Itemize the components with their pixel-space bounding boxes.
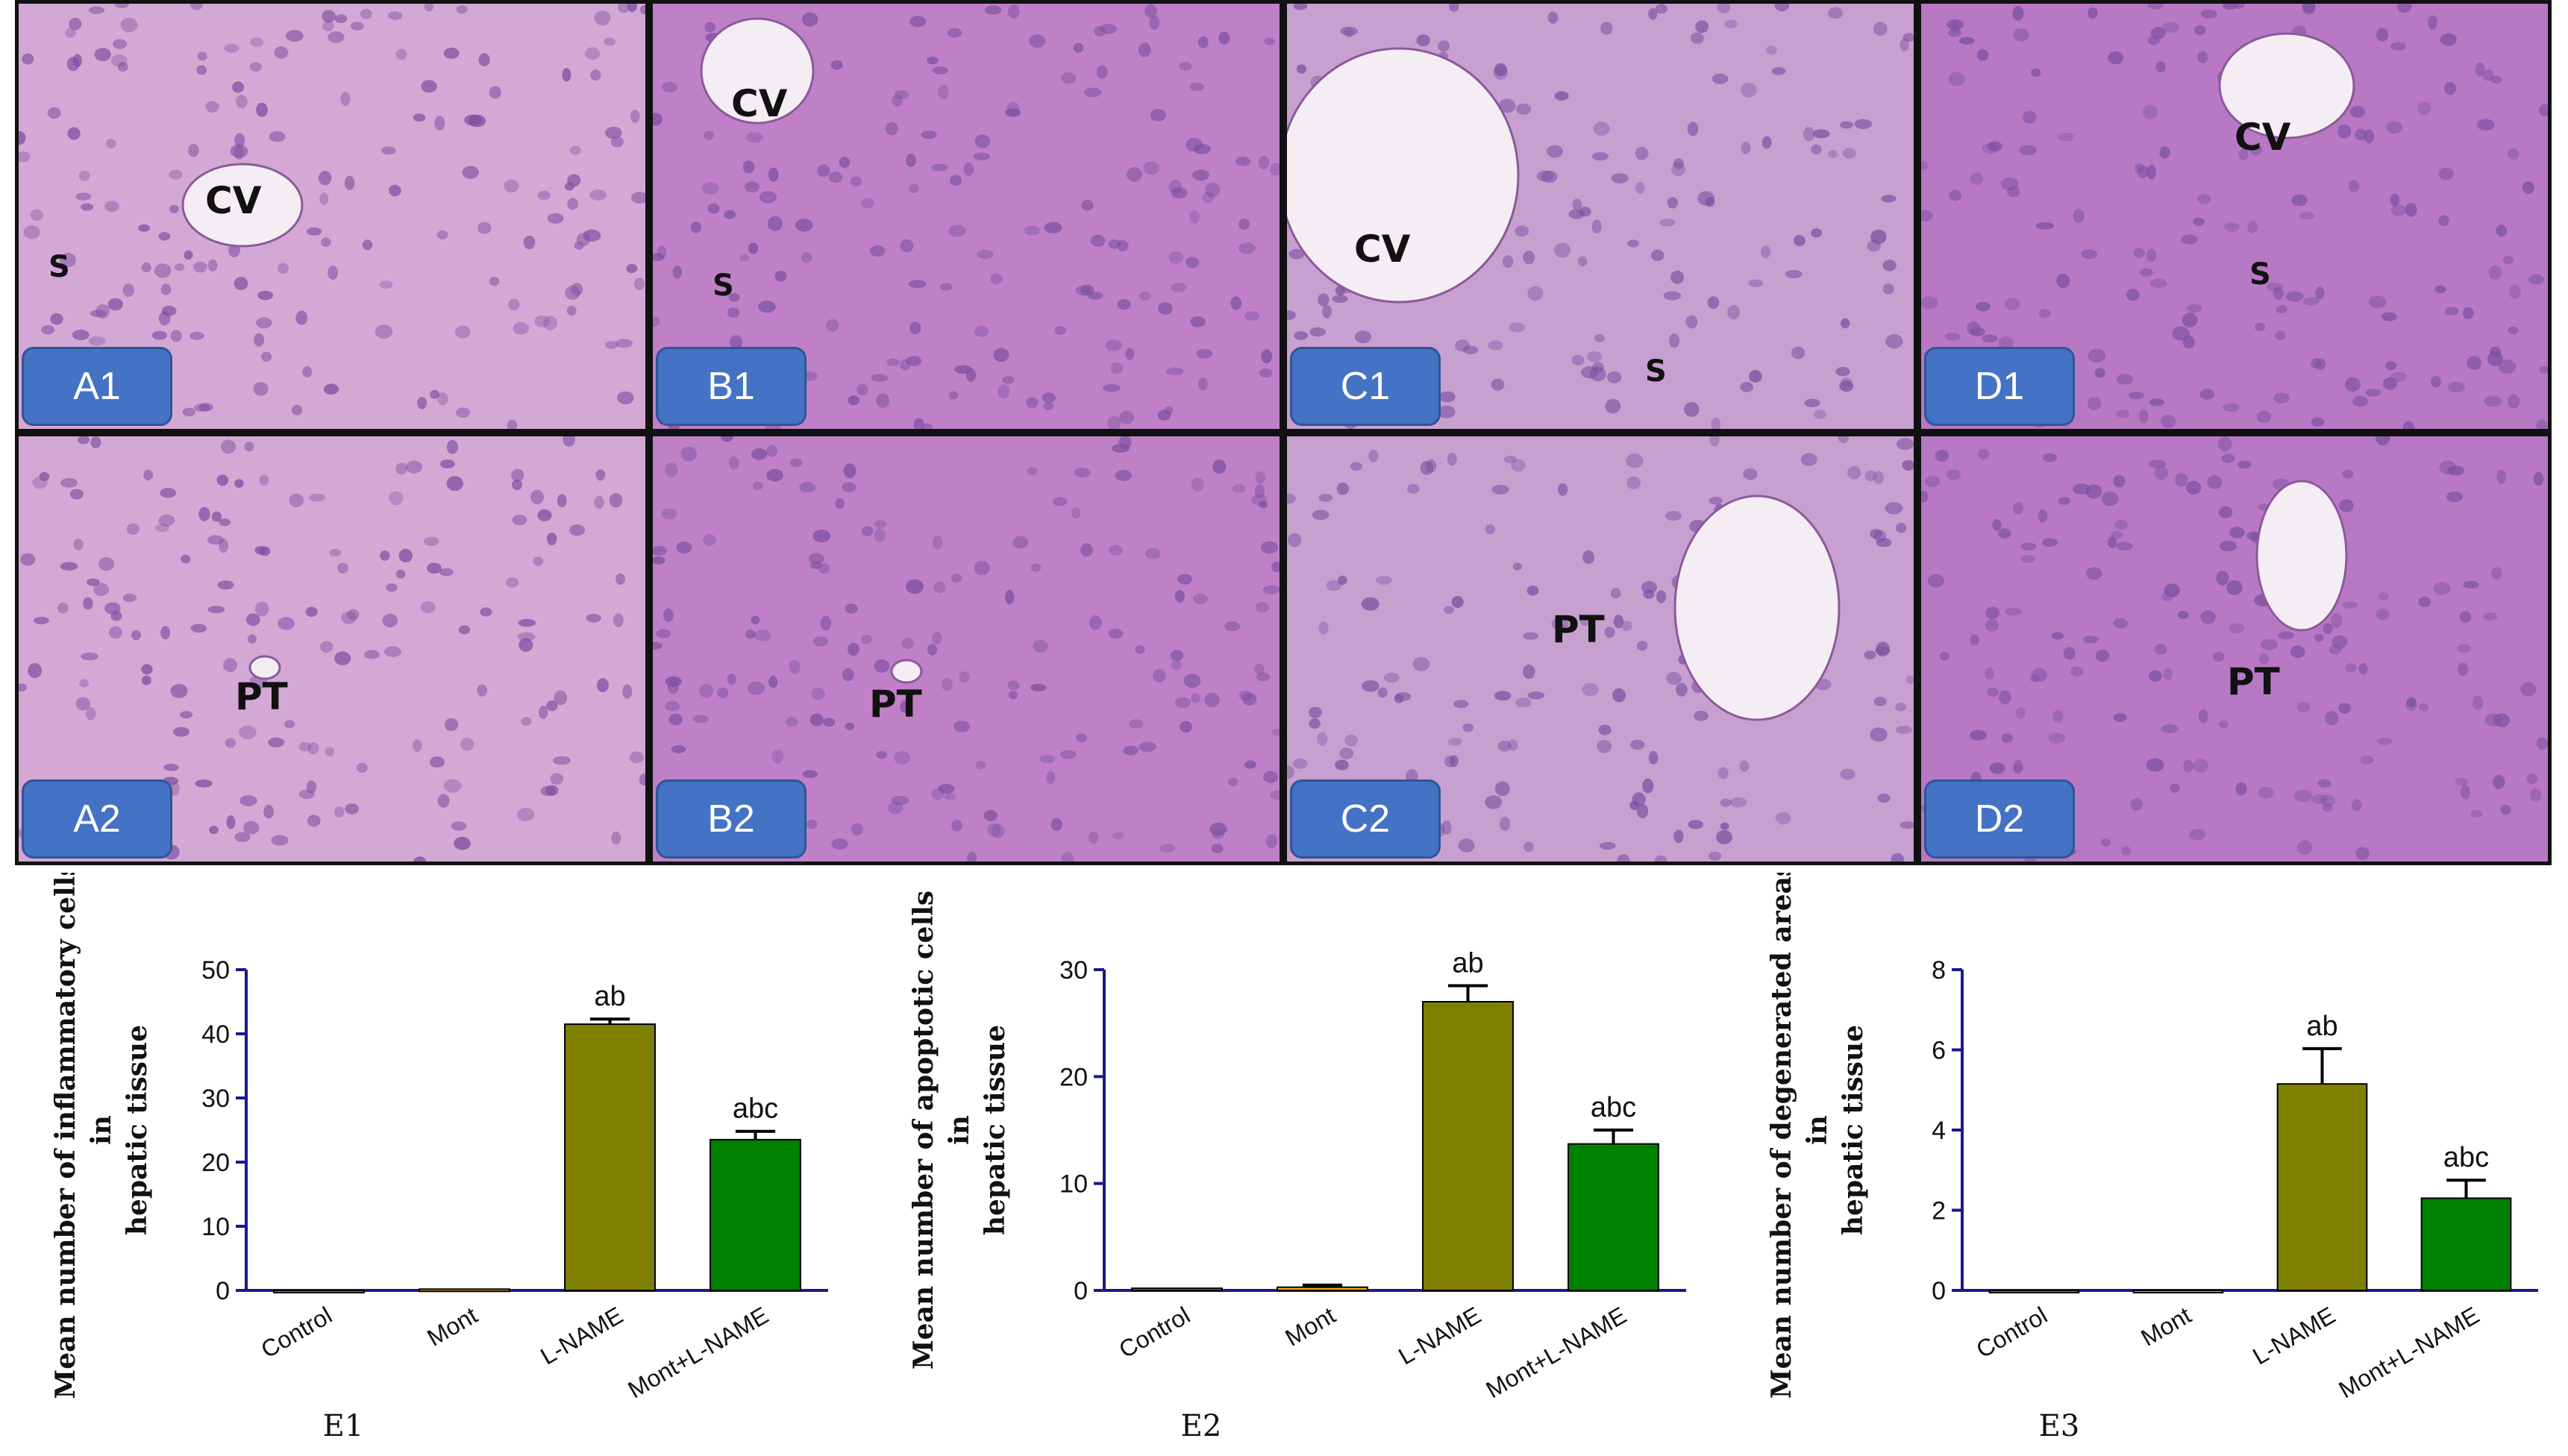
y-tick-label: 30 [1059,956,1088,985]
annotation-pt: PT [2227,660,2280,703]
category-label: Control [257,1302,336,1364]
bar [1988,1290,2080,1293]
y-tick-label: 20 [201,1149,230,1177]
micrograph-panel-c2: PT C2 [1287,436,1914,862]
y-axis-label: in [944,1115,975,1145]
bar [2420,1197,2512,1291]
panel-tag: D1 [1924,347,2075,426]
annotation-pt: PT [235,675,288,718]
micrograph-panel-a2: PT A2 [19,436,645,862]
y-tick-label: 30 [201,1085,230,1113]
y-tick-label: 8 [1932,956,1946,985]
micrograph-panel-b1: CV S B1 [653,4,1280,429]
y-axis-label: Mean number of degenerated areas [1766,873,1797,1399]
y-axis-label: Mean number of inflammatory cells [50,873,81,1399]
significance-label: ab [2306,1011,2337,1042]
bar [273,1290,365,1293]
micrograph-panel-d2: PT D2 [1921,436,2548,862]
category-label: L-NAME [1394,1302,1485,1370]
annotation-cv: CV [1354,228,1411,271]
category-label: Mont [1280,1302,1340,1352]
y-tick-label: 6 [1932,1037,1946,1065]
bar [710,1138,801,1291]
category-label: Mont+L-NAME [2334,1302,2484,1404]
annotation-pt: PT [869,682,922,726]
annotation-cv: CV [731,82,788,125]
bar [2276,1083,2368,1291]
annotation-pt: PT [1552,608,1605,651]
bar [1277,1286,1368,1292]
category-label: Mont+L-NAME [623,1302,773,1404]
panel-label: E2 [1181,1409,1222,1443]
panel-tag: C1 [1290,347,1441,426]
chart-svg: 0 10 20 30 Control Mont ab L-NAME abc Mont+L-NAME… [908,891,1686,1443]
y-tick-label: 0 [1074,1277,1088,1305]
micrograph-grid: CV S A1 CV S B1 CV S C1 CV S D1 PT A2 PT B2 PT C2 PT D2 [15,0,2552,865]
y-tick-label: 50 [201,956,230,985]
panel-tag: A1 [22,347,172,426]
y-axis-label: in [1802,1115,1833,1145]
panel-tag: D2 [1924,779,2075,859]
micrograph-panel-d1: CV S D1 [1921,4,2548,429]
panel-tag: A2 [22,779,172,859]
category-label: Mont [2136,1302,2196,1352]
bar [2132,1290,2224,1293]
category-label: L-NAME [536,1302,627,1370]
y-tick-label: 10 [201,1213,230,1241]
significance-label: abc [2443,1142,2489,1173]
significance-label: abc [733,1093,778,1125]
category-label: L-NAME [2248,1302,2340,1370]
y-tick-label: 20 [1059,1063,1088,1091]
panel-label: E1 [323,1409,364,1443]
y-tick-label: 0 [1932,1277,1946,1305]
y-tick-label: 2 [1932,1197,1946,1226]
chart-e1: 0 10 20 30 40 50 Control Mont ab L-NAME abc Mont+L-… [0,873,858,1455]
panel-label: E3 [2039,1409,2080,1443]
y-axis-label: Mean number of apoptotic cells [908,891,939,1369]
y-tick-label: 10 [1059,1170,1088,1199]
category-label: Control [1115,1302,1194,1364]
bar [419,1288,510,1293]
category-label: Mont+L-NAME [1481,1302,1631,1404]
category-label: Control [1972,1302,2052,1364]
micrograph-panel-c1: CV S C1 [1287,4,1914,429]
micrograph-panel-a1: CV S A1 [19,4,645,429]
y-tick-label: 40 [201,1020,230,1049]
chart-e2: 0 10 20 30 Control Mont ab L-NAME abc Mont+L-NAME… [858,873,1716,1455]
annotation-s: S [713,269,734,303]
chart-svg: 0 2 4 6 8 Control Mont ab L-NAME abc Mont+L-NAME E3… [1766,873,2538,1443]
significance-label: ab [594,981,625,1012]
bar [1422,1001,1514,1291]
annotation-s: S [1645,354,1667,389]
bar [1568,1143,1659,1291]
annotation-s: S [48,250,70,284]
panel-tag: C2 [1290,779,1441,859]
y-axis-label: hepatic tissue [1838,1025,1869,1235]
category-label: Mont [422,1302,482,1352]
annotation-cv: CV [2235,116,2291,159]
y-axis-label: hepatic tissue [122,1025,153,1235]
significance-label: ab [1452,948,1483,979]
y-axis-label: hepatic tissue [980,1025,1011,1235]
annotation-cv: CV [205,179,262,222]
chart-e3: 0 2 4 6 8 Control Mont ab L-NAME abc Mont+L-NAME E3… [1716,873,2568,1455]
bar [1131,1287,1223,1292]
y-tick-label: 4 [1932,1117,1946,1145]
micrograph-panel-b2: PT B2 [653,436,1280,862]
y-axis-label: in [86,1115,117,1145]
annotation-s: S [2249,257,2271,292]
panel-tag: B1 [656,347,807,426]
panel-tag: B2 [656,779,807,859]
bar [564,1023,656,1291]
chart-svg: 0 10 20 30 40 50 Control Mont ab L-NAME abc Mont+L-… [50,873,828,1443]
y-tick-label: 0 [216,1277,230,1305]
significance-label: abc [1591,1092,1636,1123]
